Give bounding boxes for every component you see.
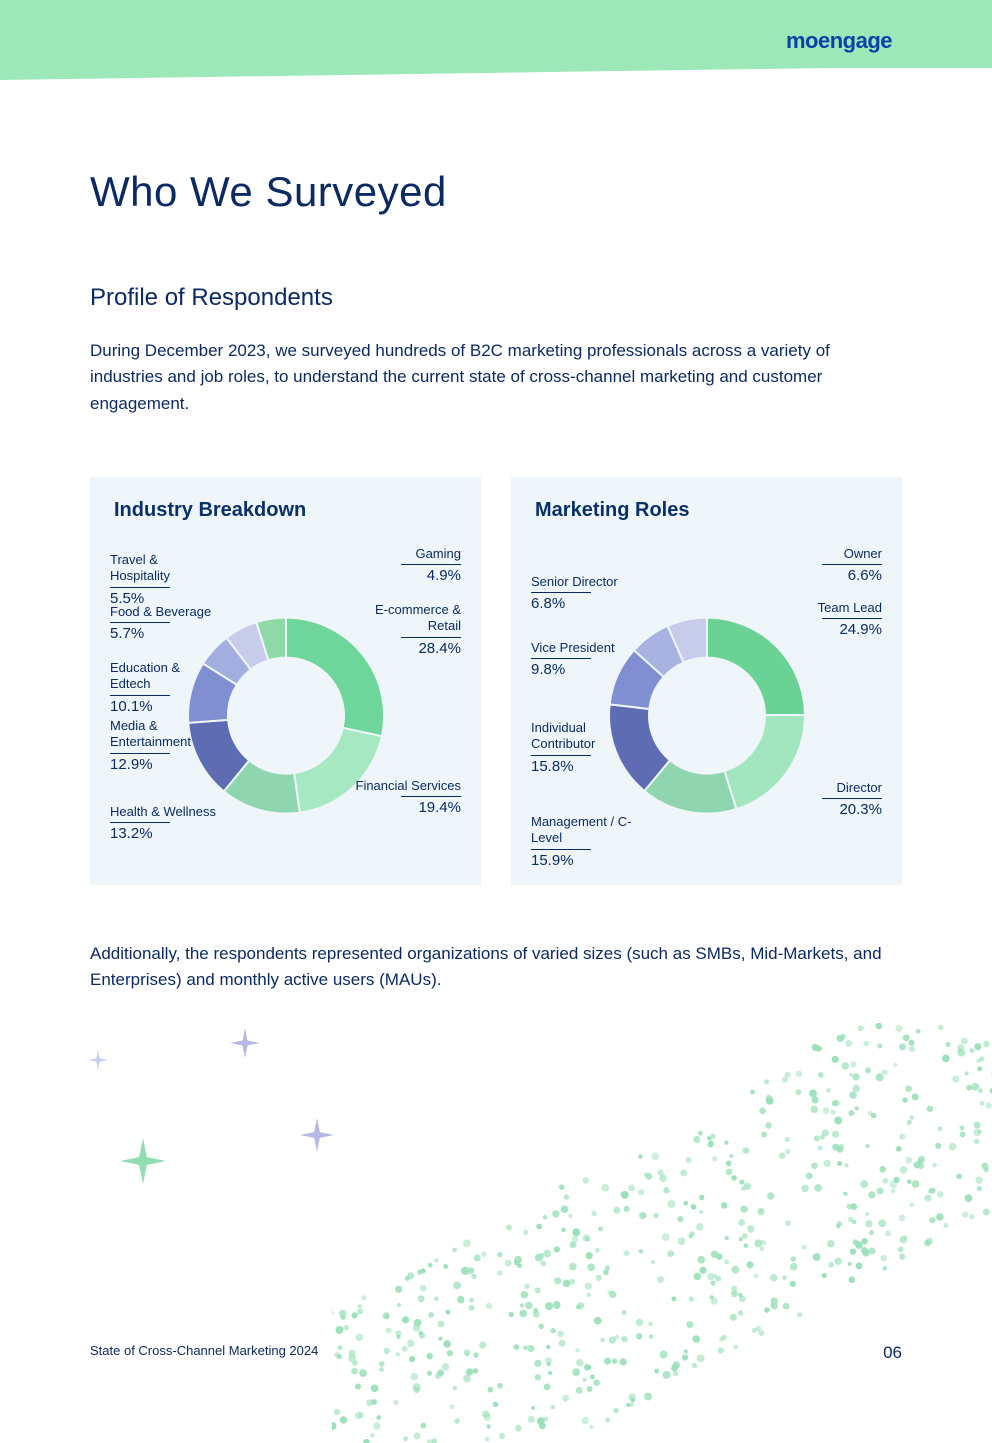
page-footer: State of Cross-Channel Marketing 2024 06 xyxy=(90,1343,902,1363)
outro-paragraph: Additionally, the respondents represente… xyxy=(90,941,900,994)
chart-label: Travel & Hospitality5.5% xyxy=(110,552,220,608)
roles-chart-card: Marketing Roles Team Lead24.9% Director20… xyxy=(511,477,902,885)
industry-chart-card: Industry Breakdown E-commerce & Retail28… xyxy=(90,477,481,885)
chart-label: Team Lead24.9% xyxy=(818,600,882,640)
industry-chart-title: Industry Breakdown xyxy=(114,499,463,522)
brand-logo: moengage xyxy=(786,28,892,54)
page-content: Who We Surveyed Profile of Respondents D… xyxy=(0,68,992,994)
intro-paragraph: During December 2023, we surveyed hundre… xyxy=(90,338,870,417)
chart-label: Individual Contributor15.8% xyxy=(531,720,641,776)
chart-label: E-commerce & Retail28.4% xyxy=(351,602,461,658)
sparkle-icon xyxy=(120,1138,166,1189)
chart-label: Management / C-Level15.9% xyxy=(531,814,641,870)
chart-label: Media & Entertainment12.9% xyxy=(110,718,220,774)
chart-label: Financial Services19.4% xyxy=(356,778,462,818)
chart-label: Vice President9.8% xyxy=(531,640,615,680)
chart-label: Education & Edtech10.1% xyxy=(110,660,220,716)
header-band: moengage xyxy=(0,0,992,68)
chart-label: Gaming4.9% xyxy=(401,546,461,586)
industry-donut: E-commerce & Retail28.4% Financial Servic… xyxy=(108,532,463,872)
charts-row: Industry Breakdown E-commerce & Retail28… xyxy=(90,477,902,885)
chart-label: Director20.3% xyxy=(822,780,882,820)
roles-donut: Team Lead24.9% Director20.3% Management / … xyxy=(529,532,884,872)
section-subtitle: Profile of Respondents xyxy=(90,284,902,312)
chart-label: Owner6.6% xyxy=(822,546,882,586)
chart-label: Food & Beverage5.7% xyxy=(110,604,211,644)
sparkle-icon xyxy=(88,1050,108,1075)
roles-chart-title: Marketing Roles xyxy=(535,499,884,522)
page-title: Who We Surveyed xyxy=(90,168,902,216)
sparkle-icon xyxy=(230,1028,260,1063)
footer-report-title: State of Cross-Channel Marketing 2024 xyxy=(90,1343,318,1363)
footer-page-number: 06 xyxy=(883,1343,902,1363)
decorative-dots xyxy=(332,1023,992,1443)
sparkle-icon xyxy=(300,1118,334,1157)
chart-label: Health & Wellness13.2% xyxy=(110,804,216,844)
chart-label: Senior Director6.8% xyxy=(531,574,618,614)
